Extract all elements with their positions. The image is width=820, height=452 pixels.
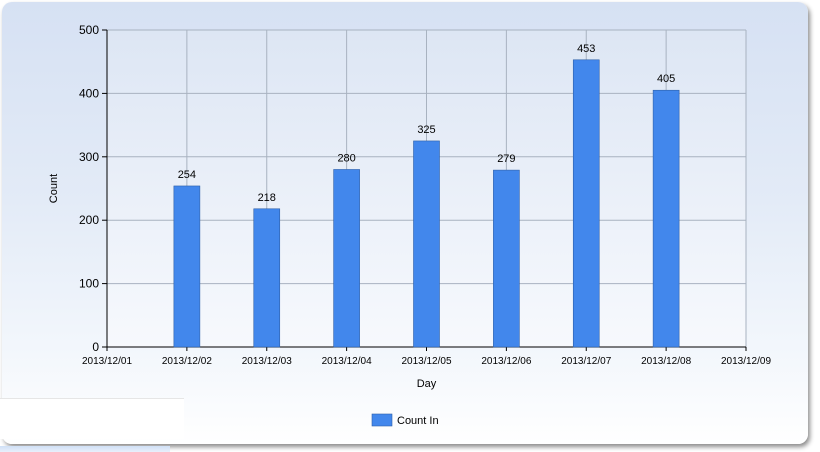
x-tick-label: 2013/12/09 bbox=[721, 356, 771, 367]
data-label: 279 bbox=[497, 153, 515, 165]
x-tick-label: 2013/12/02 bbox=[162, 356, 212, 367]
overlay-strip bbox=[0, 446, 170, 452]
legend-swatch bbox=[371, 413, 393, 427]
y-tick-label: 500 bbox=[79, 23, 99, 37]
overlay-panel: ) bbox=[0, 398, 184, 439]
bar bbox=[652, 89, 680, 348]
x-tick-label: 2013/12/07 bbox=[561, 356, 611, 367]
bar bbox=[572, 59, 600, 348]
data-label: 325 bbox=[417, 124, 435, 136]
y-tick-label: 400 bbox=[79, 86, 99, 100]
data-label: 453 bbox=[577, 43, 595, 55]
y-tick-label: 0 bbox=[92, 340, 99, 354]
x-tick-label: 2013/12/06 bbox=[481, 356, 531, 367]
legend-label: Count In bbox=[397, 415, 439, 427]
bar bbox=[173, 185, 201, 348]
bar bbox=[413, 140, 440, 348]
y-axis-title: Count bbox=[48, 174, 60, 203]
x-tick-label: 2013/12/01 bbox=[82, 356, 132, 367]
x-tick-label: 2013/12/03 bbox=[242, 356, 292, 367]
x-tick-label: 2013/12/05 bbox=[401, 356, 451, 367]
y-tick-label: 100 bbox=[79, 277, 99, 291]
bar bbox=[333, 169, 360, 348]
x-tick-label: 2013/12/08 bbox=[641, 356, 691, 367]
x-tick-label: 2013/12/04 bbox=[322, 356, 372, 367]
data-label: 254 bbox=[178, 169, 196, 181]
y-tick-label: 300 bbox=[79, 150, 99, 164]
data-label: 218 bbox=[258, 192, 276, 204]
data-label: 405 bbox=[657, 73, 675, 85]
y-tick-label: 200 bbox=[79, 213, 99, 227]
data-label: 280 bbox=[337, 152, 355, 164]
x-axis-title: Day bbox=[417, 378, 437, 390]
bar bbox=[493, 169, 520, 348]
bar bbox=[253, 208, 281, 348]
